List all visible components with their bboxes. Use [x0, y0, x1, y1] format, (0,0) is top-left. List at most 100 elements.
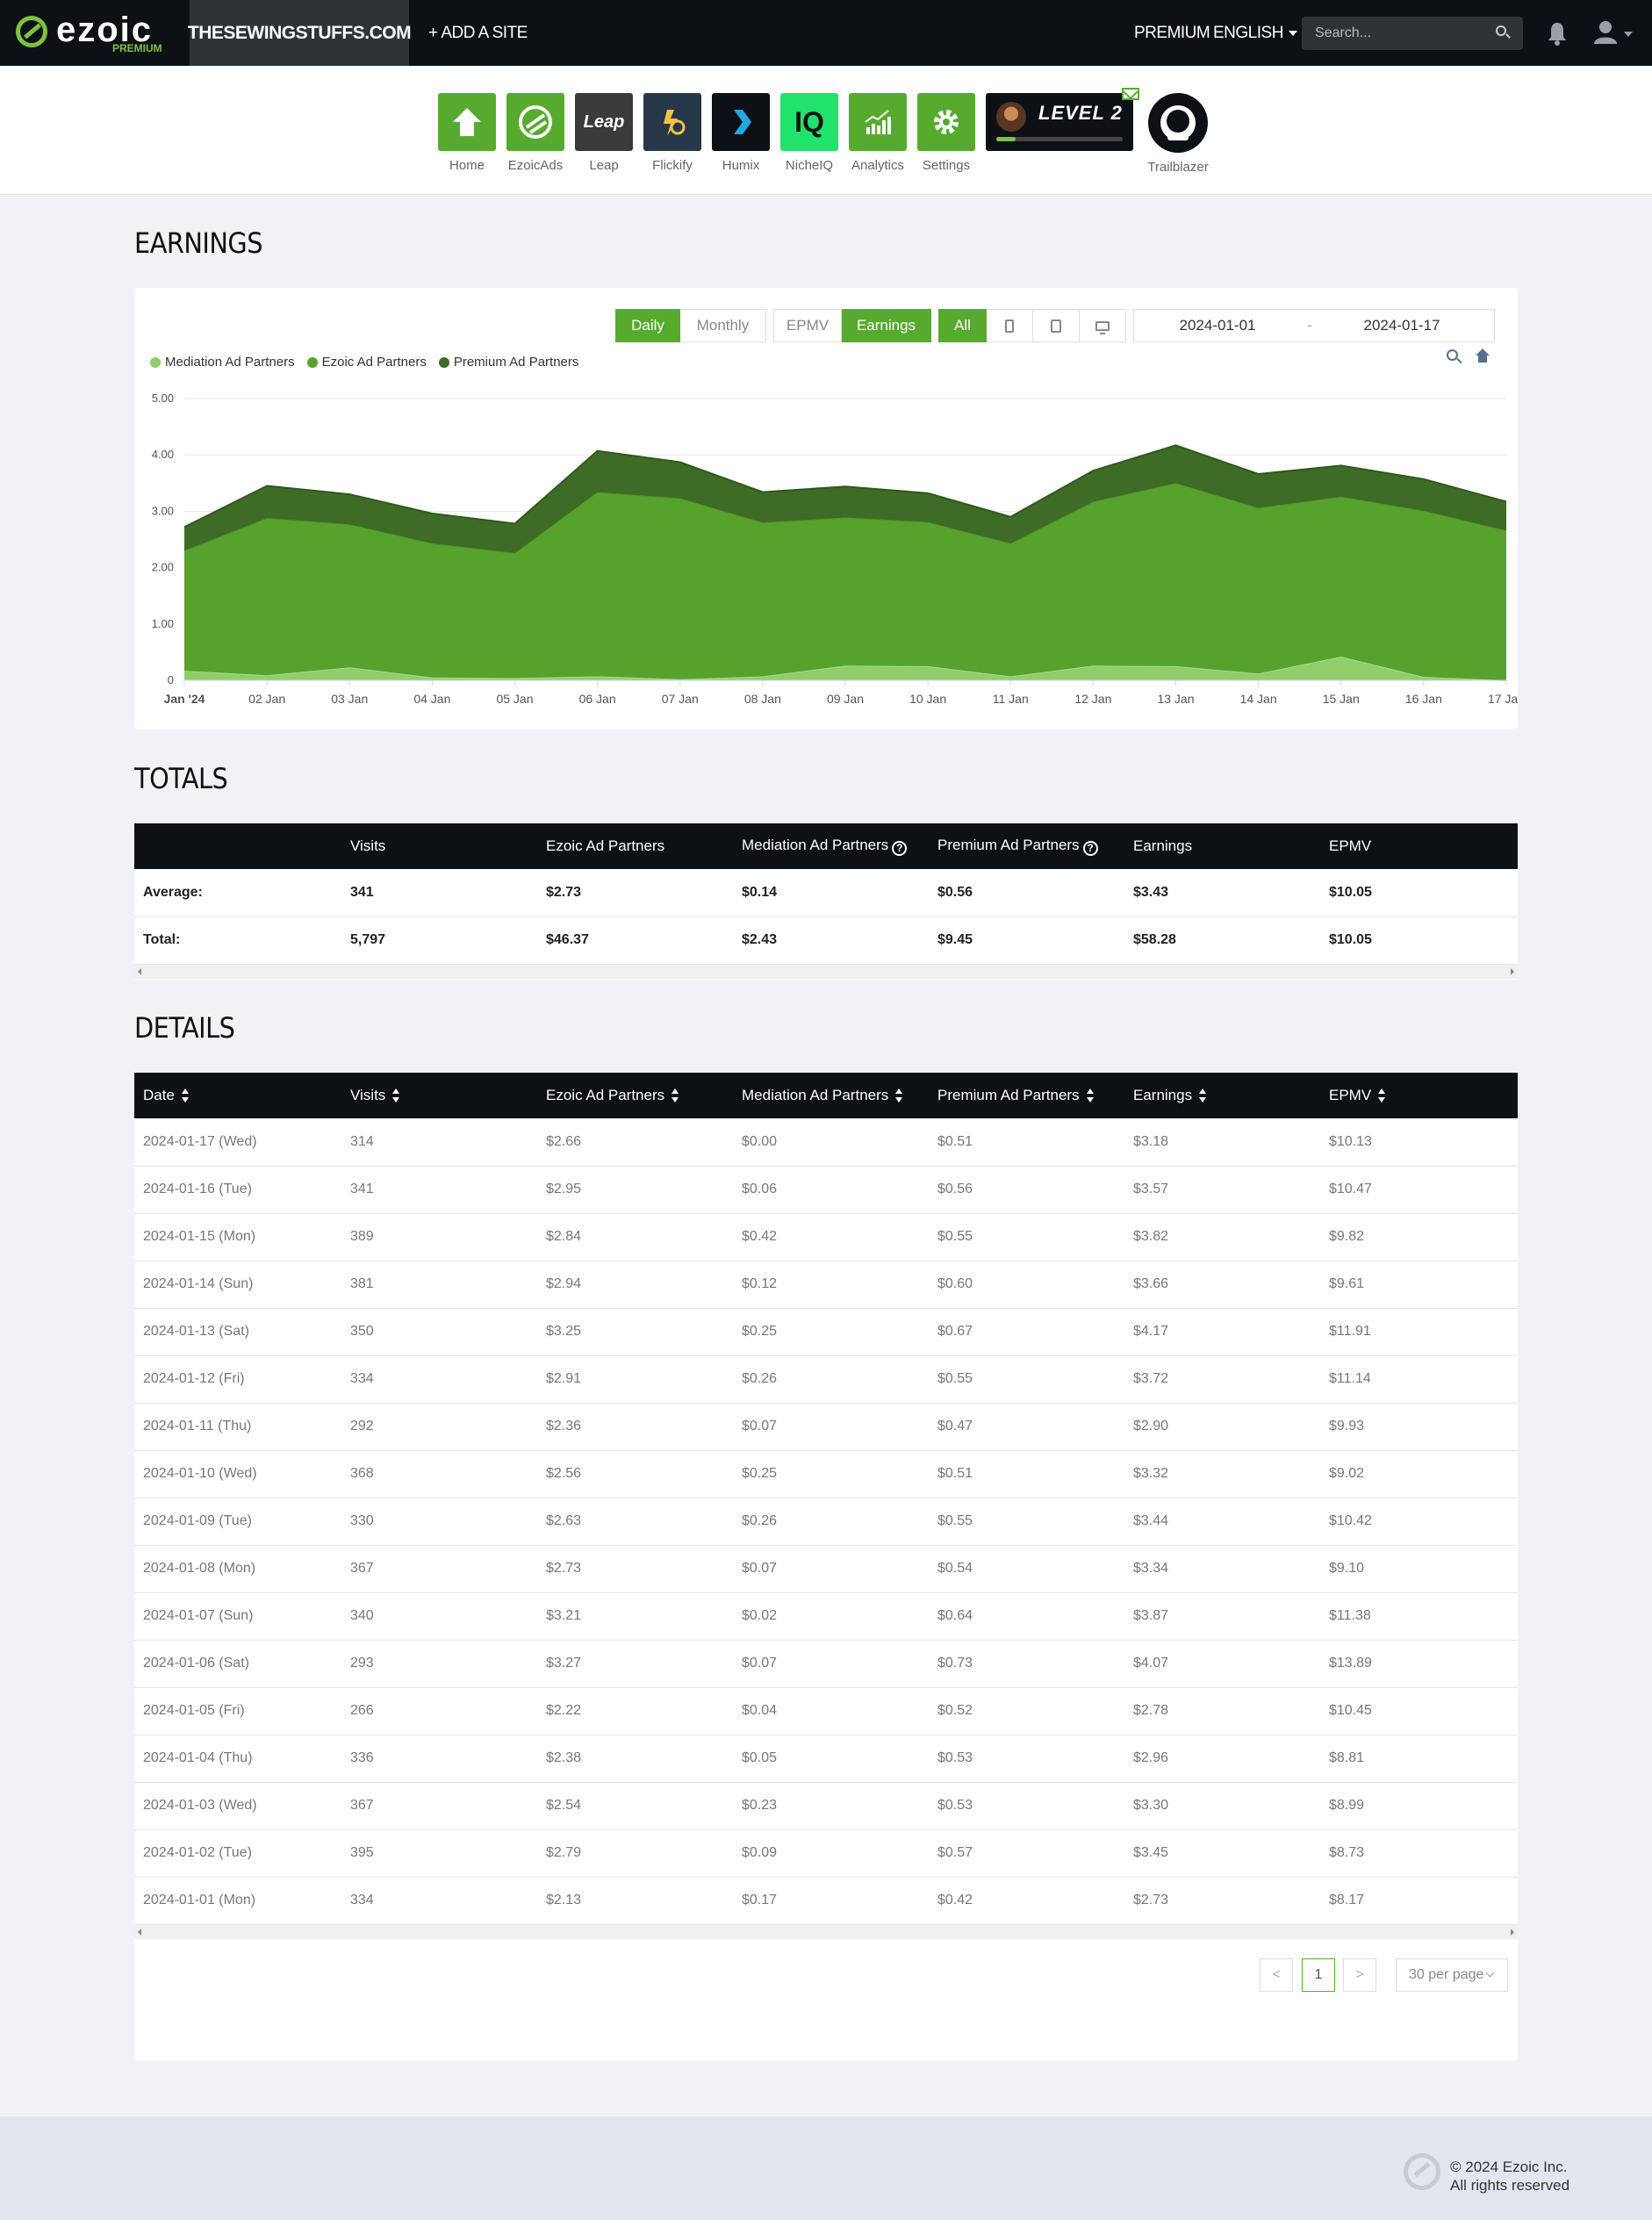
table-row: 2024-01-07 (Sun) 340 $3.21 $0.02 $0.64 $3.87 $…	[134, 1592, 1518, 1641]
avatar	[996, 102, 1026, 132]
app-flickify[interactable]: Flickify	[643, 93, 701, 173]
table-cell: 5,797	[341, 916, 537, 965]
table-cell: $2.66	[537, 1118, 733, 1167]
per-page-label: 30 per page	[1409, 1967, 1484, 1982]
area-series-line-1	[183, 655, 1507, 681]
daily-button[interactable]: Daily	[615, 309, 680, 342]
app-settings[interactable]: Settings	[917, 93, 975, 173]
mobile-button[interactable]	[987, 309, 1033, 342]
table-cell: $0.53	[929, 1735, 1124, 1783]
sort-icon	[895, 1088, 903, 1103]
next-page-button[interactable]: >	[1343, 1958, 1376, 1992]
bell-icon[interactable]	[1547, 21, 1568, 46]
table-cell: $0.42	[733, 1213, 929, 1261]
app-label: EzoicAds	[507, 158, 564, 173]
table-cell: $3.87	[1124, 1592, 1320, 1641]
app-home[interactable]: Home	[438, 93, 496, 173]
app-humix[interactable]: Humix	[712, 93, 770, 173]
search-input[interactable]	[1302, 17, 1523, 50]
legend-item-ezoic[interactable]: Ezoic Ad Partners	[306, 355, 427, 370]
ezoic-logo[interactable]: ezoic PREMIUM	[16, 9, 174, 57]
table-cell: $3.82	[1124, 1213, 1320, 1261]
table-cell: $10.42	[1320, 1498, 1518, 1546]
app-ezoicads-tile	[506, 93, 564, 151]
table-cell: $3.44	[1124, 1498, 1320, 1546]
trailblazer-badge[interactable]: Trailblazer	[1147, 93, 1209, 175]
date-range-picker[interactable]: 2024-01-01 - 2024-01-17	[1133, 309, 1495, 342]
legend-item-mediation[interactable]: Mediation Ad Partners	[150, 355, 295, 370]
page-1-button[interactable]: 1	[1302, 1958, 1335, 1992]
rights-line: All rights reserved	[1450, 2177, 1570, 2194]
add-site-link[interactable]: + ADD A SITE	[428, 24, 528, 42]
header-text: Premium Ad Partners	[937, 1087, 1080, 1103]
date-end[interactable]: 2024-01-17	[1363, 317, 1440, 334]
table-cell: 350	[341, 1308, 537, 1356]
sort-header-premium[interactable]: Premium Ad Partners	[929, 1073, 1124, 1118]
table-cell: 368	[341, 1450, 537, 1498]
app-nicheiq[interactable]: IQ NicheIQ	[780, 93, 838, 173]
legend-label: Ezoic Ad Partners	[321, 355, 427, 370]
table-cell: 2024-01-08 (Mon)	[134, 1545, 341, 1593]
sort-header-date[interactable]: Date	[134, 1073, 341, 1118]
x-tick-label: 09 Jan	[827, 692, 864, 706]
prev-page-button[interactable]: <	[1260, 1958, 1293, 1992]
horizontal-scrollbar[interactable]	[134, 1924, 1518, 1939]
legend-item-premium[interactable]: Premium Ad Partners	[438, 355, 578, 370]
sort-header-visits[interactable]: Visits	[341, 1073, 537, 1118]
table-cell: $9.61	[1320, 1261, 1518, 1309]
sort-icon	[672, 1088, 679, 1103]
help-icon[interactable]: ?	[1082, 841, 1098, 856]
site-selector[interactable]: THESEWINGSTUFFS.COM	[188, 0, 412, 66]
x-tick-label: 13 Jan	[1157, 692, 1194, 706]
table-cell: $0.52	[929, 1687, 1124, 1735]
level-badge[interactable]: LEVEL 2	[986, 93, 1133, 151]
app-leap[interactable]: Leap Leap	[575, 93, 633, 173]
sort-header-ezoic[interactable]: Ezoic Ad Partners	[537, 1073, 733, 1118]
epmv-button[interactable]: EPMV	[773, 309, 842, 342]
app-label: Home	[449, 158, 485, 173]
sort-header-earnings[interactable]: Earnings	[1124, 1073, 1320, 1118]
search-icon[interactable]	[1496, 25, 1506, 36]
horizontal-scrollbar[interactable]	[134, 964, 1518, 979]
desktop-button[interactable]	[1080, 309, 1126, 342]
premium-link[interactable]: PREMIUM	[1134, 24, 1210, 42]
table-cell: $0.12	[733, 1261, 929, 1309]
tablet-button[interactable]	[1033, 309, 1080, 342]
reset-zoom-home-icon[interactable]	[1475, 348, 1490, 363]
table-row: 2024-01-16 (Tue) 341 $2.95 $0.06 $0.56 $3.57 $…	[134, 1166, 1518, 1214]
user-menu-icon[interactable]	[1594, 19, 1633, 46]
app-ezoicads[interactable]: EzoicAds	[506, 93, 564, 173]
table-cell: 2024-01-17 (Wed)	[134, 1118, 341, 1167]
earnings-button[interactable]: Earnings	[842, 309, 931, 342]
monthly-button[interactable]: Monthly	[680, 309, 766, 342]
table-cell: $0.07	[733, 1403, 929, 1451]
zoom-icon[interactable]	[1447, 349, 1458, 361]
help-icon[interactable]: ?	[892, 841, 908, 856]
table-cell: 381	[341, 1261, 537, 1309]
totals-header-row: Visits Ezoic Ad Partners Mediation Ad Pa…	[134, 823, 1518, 869]
table-cell: $3.45	[1124, 1829, 1320, 1878]
mail-icon[interactable]	[1122, 88, 1139, 100]
trailblazer-tile	[1148, 93, 1208, 153]
date-start[interactable]: 2024-01-01	[1179, 317, 1256, 334]
top-navbar: ezoic PREMIUM THESEWINGSTUFFS.COM + ADD …	[0, 0, 1652, 66]
sort-header-mediation[interactable]: Mediation Ad Partners	[733, 1073, 929, 1118]
table-cell: $11.38	[1320, 1592, 1518, 1641]
table-cell: 2024-01-07 (Sun)	[134, 1592, 341, 1641]
app-settings-tile	[917, 93, 975, 151]
table-cell: $10.13	[1320, 1118, 1518, 1167]
language-dropdown[interactable]: ENGLISH	[1213, 0, 1297, 66]
header-text: Earnings	[1133, 1087, 1193, 1103]
per-page-select[interactable]: 30 per page	[1396, 1958, 1508, 1992]
table-cell: 2024-01-09 (Tue)	[134, 1498, 341, 1546]
all-devices-button[interactable]: All	[938, 309, 987, 342]
table-cell: 2024-01-10 (Wed)	[134, 1450, 341, 1498]
table-cell: $13.89	[1320, 1640, 1518, 1688]
table-cell: $8.99	[1320, 1782, 1518, 1830]
app-home-tile	[438, 93, 496, 151]
app-analytics[interactable]: Analytics	[849, 93, 907, 173]
header-text: Visits	[350, 1087, 386, 1103]
table-cell: $0.56	[929, 869, 1124, 917]
table-cell: $2.91	[537, 1355, 733, 1404]
sort-header-epmv[interactable]: EPMV	[1320, 1073, 1518, 1118]
